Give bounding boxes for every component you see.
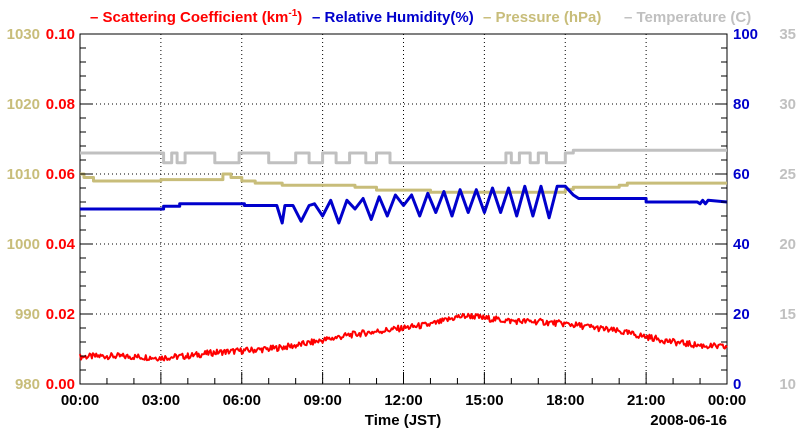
tick-label-humidity: 80 xyxy=(733,96,750,113)
tick-label-humidity: 40 xyxy=(733,236,750,253)
tick-label-temperature: 25 xyxy=(779,166,796,183)
x-tick-label: 21:00 xyxy=(627,392,665,409)
tick-label-pressure: 1020 xyxy=(7,96,40,113)
tick-label-pressure: 980 xyxy=(15,376,40,393)
x-tick-label: 06:00 xyxy=(223,392,261,409)
x-tick-label: 03:00 xyxy=(142,392,180,409)
series-line-scattering-coefficient xyxy=(79,312,728,362)
date-label: 2008-06-16 xyxy=(650,412,727,429)
legend-entry: – Temperature (C) xyxy=(624,9,751,26)
tick-label-scattering: 0.00 xyxy=(46,376,75,393)
series-line-relative-humidity xyxy=(80,184,728,225)
series-line-pressure xyxy=(80,172,727,194)
x-tick-label: 15:00 xyxy=(465,392,503,409)
tick-label-humidity: 20 xyxy=(733,306,750,323)
x-axis-label: Time (JST) xyxy=(365,412,441,429)
legend-entry: – Scattering Coefficient (km-1) xyxy=(90,8,302,26)
tick-label-temperature: 15 xyxy=(779,306,796,323)
x-tick-label: 12:00 xyxy=(384,392,422,409)
legend: – Scattering Coefficient (km-1) – Relativ… xyxy=(90,8,751,26)
tick-label-temperature: 30 xyxy=(779,96,796,113)
tick-label-temperature: 35 xyxy=(779,26,796,43)
tick-label-humidity: 100 xyxy=(733,26,758,43)
series-layer xyxy=(79,148,728,362)
tick-label-pressure: 1030 xyxy=(7,26,40,43)
tick-label-scattering: 0.04 xyxy=(46,236,76,253)
x-tick-label: 18:00 xyxy=(546,392,584,409)
x-tick-label: 00:00 xyxy=(61,392,99,409)
legend-entry: – Pressure (hPa) xyxy=(483,9,601,26)
tick-label-humidity: 60 xyxy=(733,166,750,183)
tick-label-scattering: 0.06 xyxy=(46,166,75,183)
series-line-temperature xyxy=(80,148,727,165)
tick-label-humidity: 0 xyxy=(733,376,741,393)
tick-label-pressure: 1010 xyxy=(7,166,40,183)
tick-label-temperature: 20 xyxy=(779,236,796,253)
legend-entry: – Relative Humidity(%) xyxy=(312,9,474,26)
axes-layer: 98099010001010102010300.000.020.040.060.… xyxy=(7,26,796,409)
tick-label-scattering: 0.10 xyxy=(46,26,75,43)
tick-label-pressure: 1000 xyxy=(7,236,40,253)
tick-label-scattering: 0.08 xyxy=(46,96,75,113)
x-tick-label: 09:00 xyxy=(303,392,341,409)
x-tick-label: 00:00 xyxy=(708,392,746,409)
tick-label-pressure: 990 xyxy=(15,306,40,323)
tick-label-scattering: 0.02 xyxy=(46,306,75,323)
tick-label-temperature: 10 xyxy=(779,376,796,393)
